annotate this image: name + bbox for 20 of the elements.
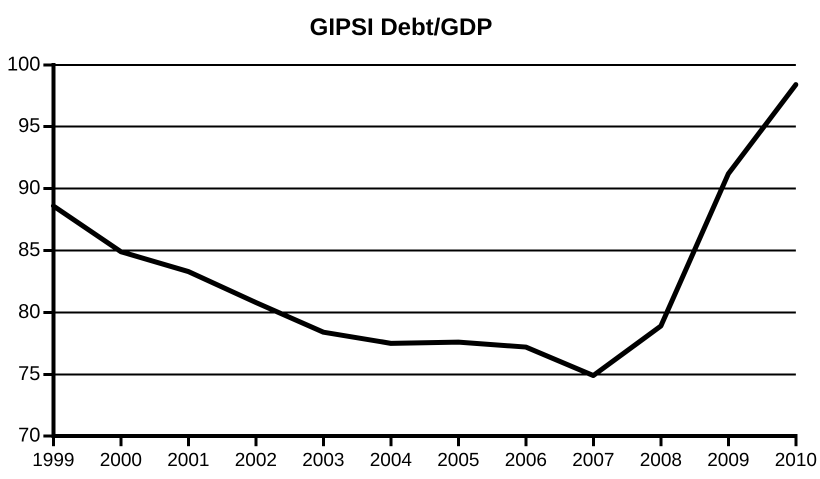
x-tick-label: 1999 [32, 450, 75, 471]
chart-title: GIPSI Debt/GDP [310, 14, 492, 42]
y-tick-label: 100 [6, 53, 40, 76]
y-tick-label: 80 [18, 300, 40, 323]
x-tick-label: 2000 [100, 450, 142, 471]
y-tick-label: 70 [18, 424, 40, 447]
y-tick-label: 85 [18, 239, 40, 262]
x-tick-label: 2003 [302, 450, 345, 471]
x-tick-label: 2002 [234, 450, 278, 471]
y-tick-label: 95 [18, 115, 40, 138]
x-tick-label: 2007 [572, 450, 615, 471]
x-tick-label: 2004 [370, 450, 412, 471]
x-tick-label: 2001 [167, 450, 210, 471]
x-tick-label: 2006 [504, 450, 548, 471]
x-tick-label: 2009 [707, 450, 750, 471]
y-tick-label: 90 [18, 177, 40, 200]
y-tick-label: 75 [18, 362, 40, 385]
x-tick-label: 2005 [437, 450, 480, 471]
x-tick-label: 2010 [774, 450, 818, 471]
x-tick-label: 2008 [640, 450, 682, 471]
